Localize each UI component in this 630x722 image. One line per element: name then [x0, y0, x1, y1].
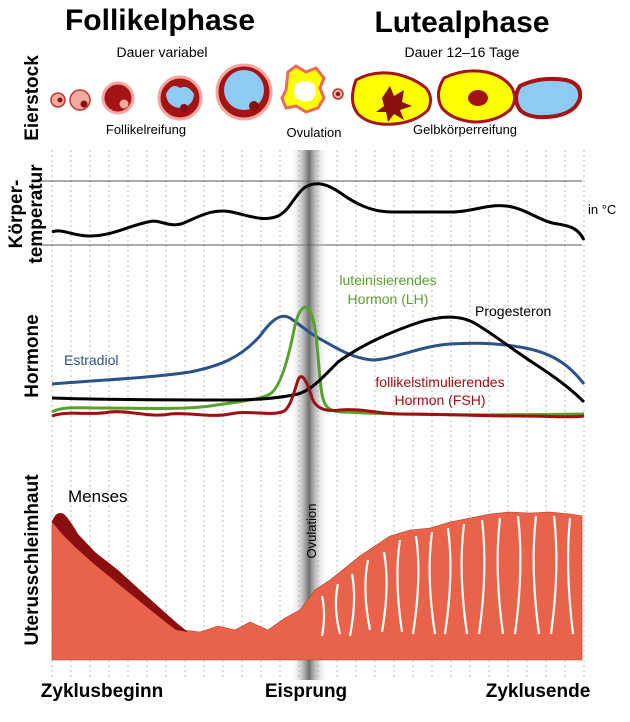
progesterone-curve: [51, 315, 586, 404]
follicular-phase-title: Follikelphase: [65, 4, 255, 37]
label-follicle-maturation: Follikelreifung: [106, 122, 186, 137]
endometrium-glands: [320, 515, 575, 637]
oocyte-dot: [249, 101, 259, 111]
follicle-antrum: [224, 70, 264, 110]
label-fsh-line2: Hormon (FSH): [394, 392, 485, 408]
luteal-phase-title: Lutealphase: [374, 6, 549, 39]
follicle-stage-2: [69, 89, 91, 111]
label-menses: Menses: [68, 487, 128, 506]
estradiol-curve: [51, 314, 586, 386]
timeline-middle: Eisprung: [265, 681, 347, 702]
oocyte-dot: [80, 100, 88, 108]
ovary-stages: [50, 63, 583, 126]
oocyte-dot: [180, 104, 188, 112]
label-corpus-luteum: Gelbkörperreifung: [413, 122, 517, 137]
row-label-ovary: Eierstock: [22, 55, 43, 141]
follicle-antrum: [166, 86, 194, 108]
luteal-duration: Dauer 12–16 Tage: [405, 44, 520, 60]
ruptured-follicle-cavity: [294, 81, 316, 102]
corpus-luteum-clot: [376, 86, 412, 122]
oocyte-dot: [57, 97, 63, 103]
oocyte-dot: [119, 99, 129, 109]
row-label-temperature-1: Körper-: [6, 180, 27, 249]
menses-shedding: [52, 513, 188, 632]
lh-curve: [51, 305, 585, 417]
label-ovulation: Ovulation: [287, 125, 342, 140]
corpus-luteum-center: [468, 90, 488, 106]
follicular-duration: Dauer variabel: [116, 44, 207, 60]
row-label-endometrium: Uterusschleimhaut: [22, 474, 43, 646]
temperature-unit: in °C: [588, 202, 616, 217]
follicle-stage-3: [101, 81, 135, 115]
label-fsh-line1: follikelstimulierendes: [375, 374, 504, 390]
timeline-end: Zyklusende: [486, 681, 591, 702]
timeline-start: Zyklusbeginn: [41, 681, 163, 702]
oocyte-dot: [336, 92, 340, 96]
label-progesterone: Progesteron: [475, 303, 551, 319]
label-lh-line1: luteinisierendes: [339, 272, 436, 288]
corpus-albicans: [514, 76, 583, 120]
label-estradiol: Estradiol: [64, 352, 118, 368]
label-ovulation-vertical: Ovulation: [304, 504, 319, 559]
row-label-hormones: Hormone: [22, 314, 43, 397]
row-label-temperature-2: temperatur: [26, 164, 47, 264]
fsh-curve: [51, 375, 585, 419]
label-lh-line2: Hormon (LH): [348, 291, 429, 307]
temperature-curve: [51, 182, 586, 241]
